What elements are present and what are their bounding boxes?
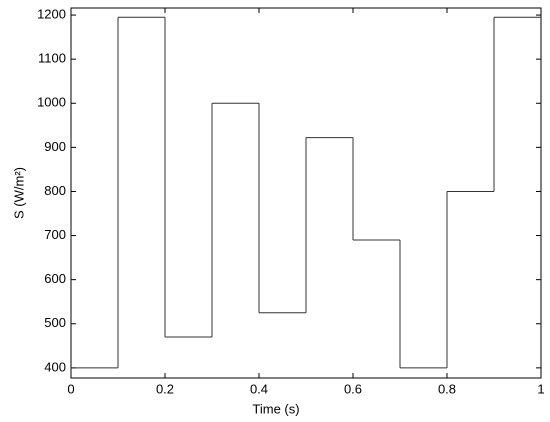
x-tick-label: 1 — [537, 381, 544, 396]
y-tick-label: 400 — [44, 359, 66, 374]
y-tick-label: 1200 — [37, 6, 66, 21]
y-tick-label: 1100 — [38, 51, 66, 66]
x-axis-label: Time (s) — [252, 401, 299, 416]
x-tick-label: 0 — [67, 381, 74, 396]
y-tick-label: 700 — [44, 227, 66, 242]
x-tick-label: 0.2 — [156, 381, 174, 396]
y-tick-label: 500 — [44, 315, 66, 330]
x-tick-label: 0.6 — [344, 381, 362, 396]
x-tick-label: 0.4 — [250, 381, 268, 396]
y-tick-label: 1000 — [37, 95, 66, 110]
y-tick-label: 800 — [44, 183, 66, 198]
x-tick-label: 0.8 — [438, 381, 456, 396]
y-tick-label: 600 — [44, 271, 66, 286]
y-tick-label: 900 — [44, 139, 66, 154]
y-axis-label: S (W/m²) — [11, 167, 26, 219]
